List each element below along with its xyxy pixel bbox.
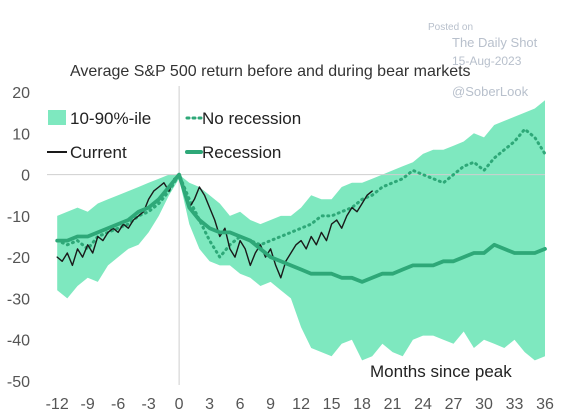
chart-title: Average S&P 500 return before and during… <box>70 63 471 80</box>
legend-no-recession-label: No recession <box>202 109 301 128</box>
x-tick-label: -9 <box>81 396 95 413</box>
x-tick-label: -12 <box>46 396 69 413</box>
x-tick-label: 36 <box>536 396 554 413</box>
x-tick-label: 12 <box>292 396 310 413</box>
band-10-90-ile <box>57 100 545 361</box>
x-tick-label: 18 <box>353 396 371 413</box>
legend-band-swatch <box>48 110 66 125</box>
y-tick-label: 20 <box>12 85 30 102</box>
x-tick-label: -6 <box>111 396 125 413</box>
watermark-date: 15-Aug-2023 <box>452 54 522 68</box>
series-line-recession <box>55 172 547 284</box>
x-tick-label: 0 <box>175 396 184 413</box>
watermark-posted-on: Posted on <box>428 22 473 33</box>
x-tick-label: 15 <box>323 396 341 413</box>
x-tick-label: 3 <box>205 396 214 413</box>
grid-layer <box>47 86 545 385</box>
legend: 10-90%-ile No recession Current Recessio… <box>47 109 301 162</box>
x-tick-label: 27 <box>445 396 463 413</box>
legend-recession-label: Recession <box>202 143 281 162</box>
y-tick-label: 0 <box>21 168 30 185</box>
y-tick-label: -50 <box>7 374 30 391</box>
series-layer <box>55 127 547 284</box>
x-tick-label: 33 <box>506 396 524 413</box>
y-tick-label: -10 <box>7 209 30 226</box>
x-tick-label: 6 <box>236 396 245 413</box>
y-tick-label: -20 <box>7 250 30 267</box>
watermark-handle: @SoberLook <box>452 84 529 99</box>
x-axis-label: Months since peak <box>370 362 512 381</box>
series-line-current <box>56 173 373 279</box>
y-tick-label: 10 <box>12 126 30 143</box>
x-tick-label: 30 <box>475 396 493 413</box>
x-tick-label: 21 <box>384 396 402 413</box>
x-tick-label: -3 <box>142 396 156 413</box>
x-tick-label: 9 <box>266 396 275 413</box>
x-tick-label: 24 <box>414 396 432 413</box>
y-tick-label: -40 <box>7 333 30 350</box>
band-layer <box>57 100 545 361</box>
legend-band-label: 10-90%-ile <box>70 109 151 128</box>
watermark-source: The Daily Shot <box>452 35 538 50</box>
y-tick-label: -30 <box>7 291 30 308</box>
legend-current-label: Current <box>70 143 127 162</box>
